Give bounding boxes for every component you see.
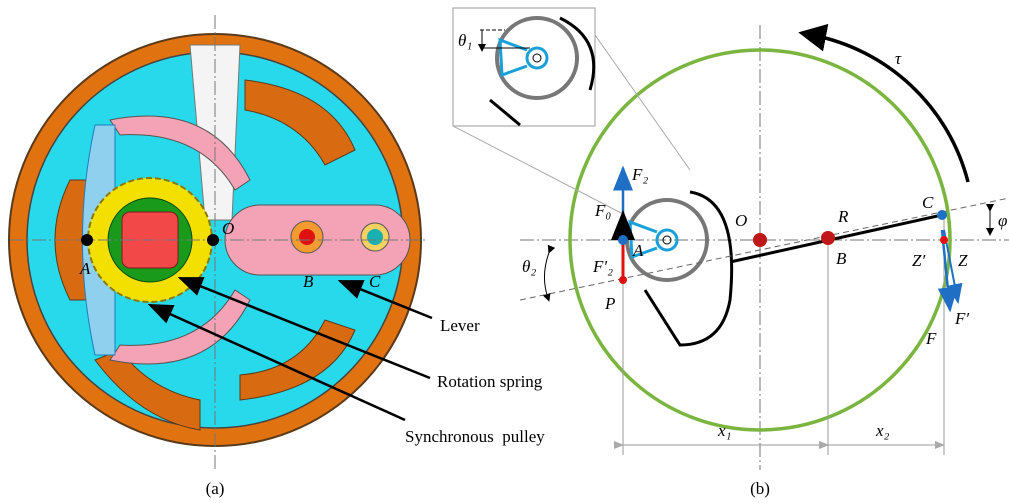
point-label: C <box>369 272 381 291</box>
point-label: B <box>303 272 314 291</box>
page: A O B C Lever Rotation spring Synchronou… <box>0 0 1009 503</box>
point-label: B <box>836 249 847 268</box>
shape <box>821 231 835 245</box>
point-label: Z′ <box>912 251 925 270</box>
point-label: O <box>222 219 234 238</box>
shape <box>937 210 947 220</box>
shape <box>619 276 627 284</box>
shape <box>299 229 315 245</box>
caption: (a) <box>206 479 225 498</box>
force-label: F′₂ <box>592 257 613 276</box>
point-label: Z <box>958 251 968 270</box>
torque-label: τ <box>895 49 902 68</box>
shape <box>645 192 732 345</box>
shape <box>367 229 383 245</box>
force-label: F₂ <box>631 165 648 184</box>
force-label: F₀ <box>594 201 611 220</box>
point-label: A <box>632 241 644 260</box>
angle-label: φ <box>998 211 1007 230</box>
shape <box>753 233 767 247</box>
angle-label: θ₂ <box>522 257 536 276</box>
point-label: A <box>79 259 91 278</box>
figure: A O B C Lever Rotation spring Synchronou… <box>0 0 1009 503</box>
force-label: F <box>925 329 937 348</box>
point-label: P <box>604 294 615 313</box>
shape <box>812 35 968 182</box>
angle-label: θ₁ <box>458 31 472 50</box>
dimension-label: x₂ <box>875 421 890 440</box>
shape <box>207 234 219 246</box>
shape <box>940 236 948 244</box>
panel-b: τ θ₁ <box>453 8 1009 498</box>
point-label: C <box>922 193 934 212</box>
force-label: F′ <box>954 309 969 328</box>
caption: (b) <box>750 479 770 498</box>
shape <box>520 198 1009 300</box>
shape <box>618 235 628 245</box>
point-label: O <box>735 211 747 230</box>
shape <box>595 35 690 170</box>
callout-label: Synchronous pulley <box>405 427 545 446</box>
point-label: R <box>837 207 849 226</box>
callout-label: Rotation spring <box>437 372 543 391</box>
shape <box>81 234 93 246</box>
callout-label: Lever <box>440 316 480 335</box>
shape <box>544 250 550 298</box>
dimension-label: x₁ <box>717 421 731 440</box>
